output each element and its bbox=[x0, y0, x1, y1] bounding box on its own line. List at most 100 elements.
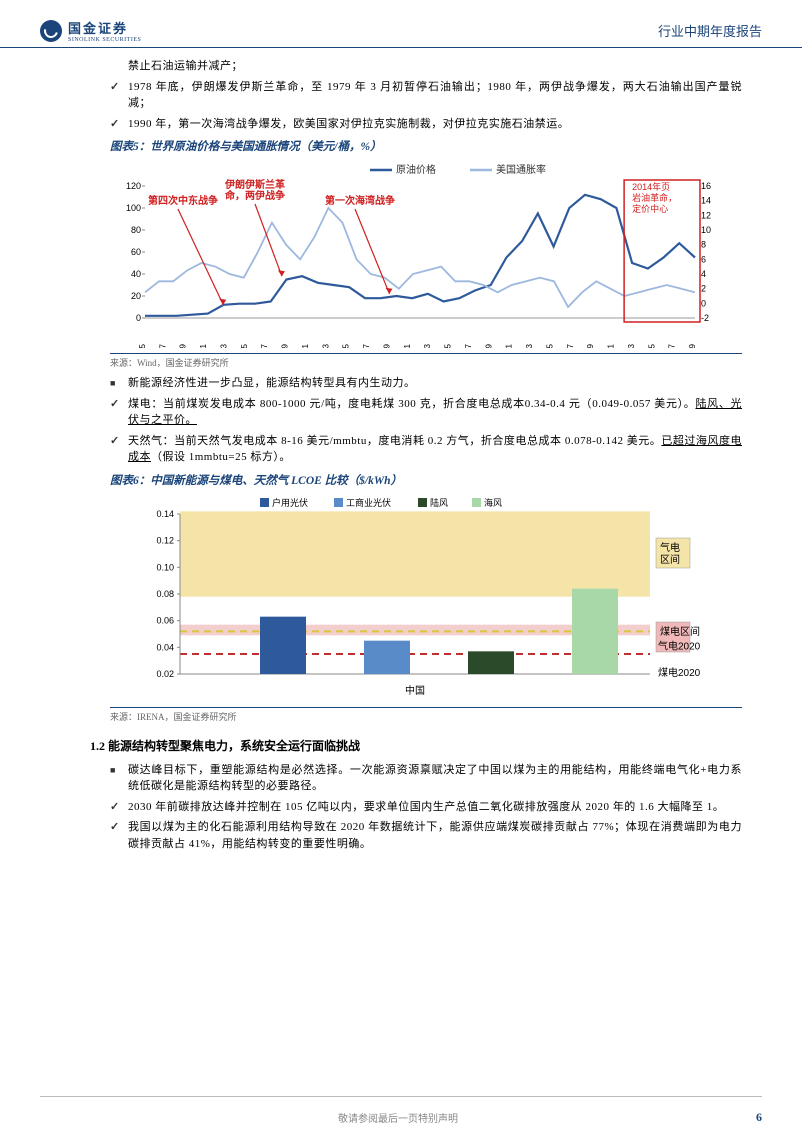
svg-text:1985: 1985 bbox=[342, 343, 351, 348]
bullet-text: 2030 年前碳排放达峰并控制在 105 亿吨以内，要求单位国内生产总值二氧化碳… bbox=[128, 799, 742, 816]
svg-text:8: 8 bbox=[701, 240, 706, 250]
svg-text:2011: 2011 bbox=[607, 343, 616, 348]
fig5-title: 图表5：世界原油价格与美国通胀情况（美元/桶，%） bbox=[110, 138, 742, 154]
svg-text:工商业光伏: 工商业光伏 bbox=[346, 497, 391, 508]
svg-text:1969: 1969 bbox=[179, 343, 188, 348]
svg-text:定价中心: 定价中心 bbox=[632, 203, 668, 214]
footer: 敬请参阅最后一页特别声明 6 bbox=[0, 1102, 802, 1133]
bullet-mark: ✓ bbox=[110, 396, 128, 429]
svg-text:0.14: 0.14 bbox=[156, 509, 174, 519]
svg-text:1979: 1979 bbox=[281, 343, 290, 348]
svg-text:1981: 1981 bbox=[301, 343, 310, 348]
svg-text:0: 0 bbox=[701, 298, 706, 308]
svg-text:命，两伊战争: 命，两伊战争 bbox=[224, 189, 285, 202]
logo-block: 国金证券 SINOLINK SECURITIES bbox=[40, 18, 141, 43]
bullet-row: ✓1978 年底，伊朗爆发伊斯兰革命，至 1979 年 3 月初暂停石油输出；1… bbox=[110, 79, 742, 112]
svg-text:第一次海湾战争: 第一次海湾战争 bbox=[325, 194, 395, 207]
svg-text:1989: 1989 bbox=[382, 343, 391, 348]
svg-text:60: 60 bbox=[131, 247, 141, 257]
svg-text:2014年页: 2014年页 bbox=[632, 181, 670, 192]
bullet-text: 我国以煤为主的化石能源利用结构导致在 2020 年数据统计下，能源供应端煤炭碳排… bbox=[128, 819, 742, 852]
svg-text:40: 40 bbox=[131, 269, 141, 279]
svg-text:气电: 气电 bbox=[660, 541, 680, 554]
fig5-chart: 原油价格美国通胀率020406080100120-202468101214161… bbox=[110, 158, 742, 351]
svg-text:1983: 1983 bbox=[321, 343, 330, 348]
bullet-row: ✓煤电：当前煤炭发电成本 800-1000 元/吨，度电耗煤 300 克，折合度… bbox=[110, 396, 742, 429]
svg-text:1971: 1971 bbox=[199, 343, 208, 348]
bullet-text: 禁止石油运输并减产； bbox=[128, 58, 742, 75]
svg-text:2007: 2007 bbox=[566, 343, 575, 348]
svg-text:海风: 海风 bbox=[484, 497, 502, 508]
svg-text:20: 20 bbox=[131, 291, 141, 301]
bullet-row: ✓2030 年前碳排放达峰并控制在 105 亿吨以内，要求单位国内生产总值二氧化… bbox=[110, 799, 742, 816]
svg-text:1987: 1987 bbox=[362, 343, 371, 348]
bullet-mark: ✓ bbox=[110, 116, 128, 133]
page: 国金证券 SINOLINK SECURITIES 行业中期年度报告 禁止石油运输… bbox=[0, 0, 802, 1133]
svg-text:区间: 区间 bbox=[660, 553, 680, 566]
svg-text:1967: 1967 bbox=[158, 343, 167, 348]
bullet-mark: ■ bbox=[110, 762, 128, 795]
svg-text:-2: -2 bbox=[701, 313, 709, 323]
bullet-mark: ■ bbox=[110, 375, 128, 392]
bullet-mark: ✓ bbox=[110, 79, 128, 112]
logo-cn: 国金证券 bbox=[68, 18, 141, 37]
svg-text:1973: 1973 bbox=[219, 343, 228, 348]
bullet-text: 1990 年，第一次海湾战争爆发，欧美国家对伊拉克实施制裁，对伊拉克实施石油禁运… bbox=[128, 116, 742, 133]
svg-text:户用光伏: 户用光伏 bbox=[272, 497, 308, 508]
svg-text:0.08: 0.08 bbox=[156, 589, 174, 599]
svg-text:中国: 中国 bbox=[405, 684, 425, 697]
svg-text:煤电区间: 煤电区间 bbox=[660, 625, 700, 638]
bullet-text: 1978 年底，伊朗爆发伊斯兰革命，至 1979 年 3 月初暂停石油输出；19… bbox=[128, 79, 742, 112]
svg-text:1965: 1965 bbox=[138, 343, 147, 348]
content: 禁止石油运输并减产；✓1978 年底，伊朗爆发伊斯兰革命，至 1979 年 3 … bbox=[0, 48, 802, 852]
logo-icon bbox=[40, 20, 62, 42]
svg-text:岩油革命，: 岩油革命， bbox=[632, 192, 677, 203]
bullet-row: ✓我国以煤为主的化石能源利用结构导致在 2020 年数据统计下，能源供应端煤炭碳… bbox=[110, 819, 742, 852]
svg-text:4: 4 bbox=[701, 269, 706, 279]
svg-text:2005: 2005 bbox=[545, 343, 554, 348]
svg-text:2009: 2009 bbox=[586, 343, 595, 348]
report-type: 行业中期年度报告 bbox=[658, 21, 762, 40]
svg-text:2019: 2019 bbox=[688, 343, 697, 348]
svg-text:1995: 1995 bbox=[444, 343, 453, 348]
page-number: 6 bbox=[756, 1110, 762, 1125]
bullet-mark: ✓ bbox=[110, 819, 128, 852]
fig6-title: 图表6：中国新能源与煤电、天然气 LCOE 比较（$/kWh） bbox=[110, 472, 742, 488]
svg-text:1993: 1993 bbox=[423, 343, 432, 348]
logo-en: SINOLINK SECURITIES bbox=[68, 37, 141, 43]
bullet-row: ✓1990 年，第一次海湾战争爆发，欧美国家对伊拉克实施制裁，对伊拉克实施石油禁… bbox=[110, 116, 742, 133]
bullet-text: 碳达峰目标下，重塑能源结构是必然选择。一次能源资源禀赋决定了中国以煤为主的用能结… bbox=[128, 762, 742, 795]
svg-text:80: 80 bbox=[131, 225, 141, 235]
svg-text:2013: 2013 bbox=[627, 343, 636, 348]
bullet-text: 天然气：当前天然气发电成本 8-16 美元/mmbtu，度电消耗 0.2 方气，… bbox=[128, 433, 742, 466]
bullet-row: ■新能源经济性进一步凸显，能源结构转型具有内生动力。 bbox=[110, 375, 742, 392]
svg-text:伊朗伊斯兰革: 伊朗伊斯兰革 bbox=[224, 178, 285, 191]
section-heading: 1.2 能源结构转型聚焦电力，系统安全运行面临挑战 bbox=[90, 737, 742, 754]
bullet-text: 煤电：当前煤炭发电成本 800-1000 元/吨，度电耗煤 300 克，折合度电… bbox=[128, 396, 742, 429]
svg-text:1975: 1975 bbox=[240, 343, 249, 348]
svg-text:原油价格: 原油价格 bbox=[396, 163, 436, 176]
svg-text:120: 120 bbox=[126, 181, 141, 191]
svg-text:2003: 2003 bbox=[525, 343, 534, 348]
svg-text:2001: 2001 bbox=[505, 343, 514, 348]
svg-text:1977: 1977 bbox=[260, 343, 269, 348]
svg-text:0.12: 0.12 bbox=[156, 535, 174, 545]
bullet-row: ✓天然气：当前天然气发电成本 8-16 美元/mmbtu，度电消耗 0.2 方气… bbox=[110, 433, 742, 466]
svg-text:12: 12 bbox=[701, 210, 711, 220]
bullet-mark: ✓ bbox=[110, 799, 128, 816]
svg-text:2: 2 bbox=[701, 284, 706, 294]
bullet-row: ■碳达峰目标下，重塑能源结构是必然选择。一次能源资源禀赋决定了中国以煤为主的用能… bbox=[110, 762, 742, 795]
svg-text:2015: 2015 bbox=[647, 343, 656, 348]
svg-text:陆风: 陆风 bbox=[430, 497, 448, 508]
footer-line bbox=[40, 1096, 762, 1097]
svg-text:1997: 1997 bbox=[464, 343, 473, 348]
bullet-mark: ✓ bbox=[110, 433, 128, 466]
svg-text:100: 100 bbox=[126, 203, 141, 213]
svg-text:气电2020: 气电2020 bbox=[658, 639, 701, 652]
svg-text:美国通胀率: 美国通胀率 bbox=[496, 163, 546, 176]
svg-text:0.06: 0.06 bbox=[156, 615, 174, 625]
svg-text:6: 6 bbox=[701, 254, 706, 264]
bullet-row: 禁止石油运输并减产； bbox=[110, 58, 742, 75]
svg-text:1991: 1991 bbox=[403, 343, 412, 348]
bullet-text: 新能源经济性进一步凸显，能源结构转型具有内生动力。 bbox=[128, 375, 742, 392]
